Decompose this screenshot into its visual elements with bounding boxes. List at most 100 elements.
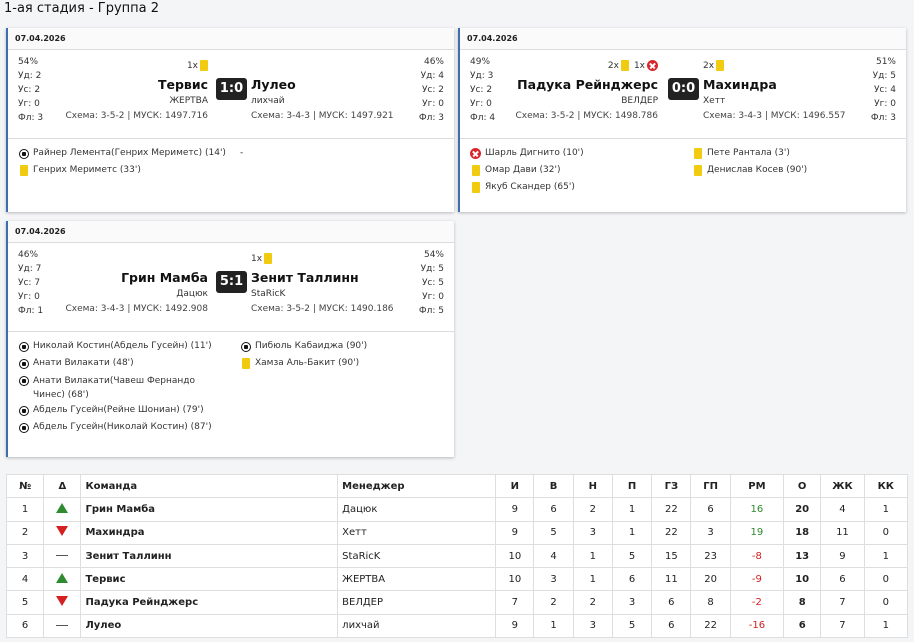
col-header[interactable]: № <box>5 473 45 499</box>
match-summary: 46% Уд: 7 Ус: 7 Уг: 0 Фл: 1 54% Уд: 5 Ус… <box>8 243 454 332</box>
trend-down-icon <box>56 526 69 537</box>
event-item: Пибюль Кабаиджа (90') <box>240 338 367 355</box>
match-card[interactable]: 07.04.2026 54% Уд: 2 Ус: 2 Уг: 0 Фл: 3 4… <box>6 28 454 212</box>
trend-up-icon <box>56 572 69 583</box>
away-stats: 51% Уд: 5 Ус: 4 Уг: 0 Фл: 3 <box>870 57 896 123</box>
event-item: Шарль Дигнито (10') <box>470 145 584 162</box>
col-header[interactable]: П <box>611 473 653 499</box>
away-team-name[interactable]: Лулео <box>251 77 296 92</box>
goal-ball-icon <box>18 375 29 386</box>
team-name[interactable]: Тервис <box>80 567 339 592</box>
home-events: Райнер Лемента(Генрих Мериметс) (14') Ге… <box>18 145 226 179</box>
yellow-card-icon <box>471 182 480 193</box>
col-header[interactable]: О <box>783 473 822 499</box>
match-card[interactable]: 07.04.2026 49% Уд: 3 Ус: 2 Уг: 0 Фл: 4 5… <box>458 28 906 212</box>
table-row: 2 Махиндра Хетт 9 5 3 1 22 3 19 18 11 0 <box>5 520 909 545</box>
goal-ball-icon <box>240 341 251 352</box>
home-scheme: Схема: 3-5-2 | МУСК: 1497.716 <box>65 111 208 121</box>
goal-ball-icon <box>18 405 29 416</box>
col-header[interactable]: РМ <box>729 473 785 499</box>
table-row: 5 Падука Рейнджерс ВЕЛДЕР 7 2 2 3 6 8 -2… <box>5 590 909 615</box>
away-scheme: Схема: 3-4-3 | МУСК: 1496.557 <box>703 111 846 121</box>
col-header[interactable]: И <box>495 473 535 499</box>
away-events: Пете Рантала (3') Денислав Косев (90') <box>692 145 807 179</box>
home-scheme: Схема: 3-4-3 | МУСК: 1492.908 <box>65 304 208 314</box>
col-header[interactable]: ГЗ <box>651 473 692 499</box>
match-summary: 49% Уд: 3 Ус: 2 Уг: 0 Фл: 4 51% Уд: 5 Ус… <box>460 50 906 139</box>
yellow-card-icon <box>471 165 480 176</box>
table-row: 4 Тервис ЖЕРТВА 10 3 1 6 11 20 -9 10 6 0 <box>5 567 909 592</box>
trend-down-icon <box>56 596 69 607</box>
home-stats: 54% Уд: 2 Ус: 2 Уг: 0 Фл: 3 <box>18 57 44 123</box>
goal-ball-icon <box>18 341 29 352</box>
home-team-name[interactable]: Падука Рейнджерс <box>517 77 658 92</box>
home-manager[interactable]: ЖЕРТВА <box>169 96 208 106</box>
away-manager[interactable]: Хетт <box>703 96 726 106</box>
event-item: Николай Костин(Абдель Гусейн) (11') <box>18 338 218 355</box>
event-item: Хамза Аль-Бакит (90') <box>240 355 367 372</box>
away-scheme: Схема: 3-5-2 | МУСК: 1490.186 <box>251 304 394 314</box>
manager-name[interactable]: лихчай <box>337 613 497 639</box>
goal-ball-icon <box>18 358 29 369</box>
home-manager[interactable]: Дацюк <box>176 289 208 299</box>
match-score[interactable]: 5:1 <box>216 271 247 293</box>
home-events: Николай Костин(Абдель Гусейн) (11') Анат… <box>18 338 218 436</box>
match-date: 07.04.2026 <box>8 221 454 243</box>
match-score[interactable]: 0:0 <box>668 78 699 100</box>
match-card[interactable]: 07.04.2026 46% Уд: 7 Ус: 7 Уг: 0 Фл: 1 5… <box>6 221 454 457</box>
col-header[interactable]: КК <box>863 473 909 499</box>
yellow-card-icon <box>693 165 702 176</box>
col-header[interactable]: Команда <box>80 473 339 499</box>
goal-ball-icon <box>18 148 29 159</box>
manager-name[interactable]: ВЕЛДЕР <box>337 590 497 615</box>
table-header-row: № Δ Команда Менеджер И В Н П ГЗ ГП РМ О … <box>5 473 909 499</box>
yellow-card-icon <box>200 60 208 71</box>
home-team-name[interactable]: Грин Мамба <box>121 270 208 285</box>
team-name[interactable]: Зенит Таллинн <box>80 543 339 569</box>
col-header[interactable]: Н <box>572 473 613 499</box>
event-item: Пете Рантала (3') <box>692 145 807 162</box>
event-item: Абдель Гусейн(Николай Костин) (87') <box>18 419 218 436</box>
home-stats: 49% Уд: 3 Ус: 2 Уг: 0 Фл: 4 <box>470 57 496 123</box>
event-item: Анати Вилакати (48') <box>18 355 218 372</box>
col-header[interactable]: ЖК <box>820 473 865 499</box>
col-header[interactable]: Δ <box>43 473 82 499</box>
yellow-card-icon <box>19 165 28 176</box>
home-team-name[interactable]: Тервис <box>157 77 208 92</box>
event-item: Райнер Лемента(Генрих Мериметс) (14') <box>18 145 226 162</box>
away-team-name[interactable]: Махиндра <box>703 77 777 92</box>
match-score[interactable]: 1:0 <box>216 78 247 100</box>
goal-ball-icon <box>18 422 29 433</box>
manager-name[interactable]: Дацюк <box>337 497 497 522</box>
col-header[interactable]: В <box>533 473 574 499</box>
manager-name[interactable]: Хетт <box>337 520 497 545</box>
event-item: Генрих Мериметс (33') <box>18 162 226 179</box>
team-name[interactable]: Грин Мамба <box>80 497 339 522</box>
yellow-card-icon <box>716 60 725 71</box>
yellow-card-icon <box>241 358 250 369</box>
away-manager[interactable]: лихчай <box>251 96 285 106</box>
home-events: Шарль Дигнито (10') Омар Дави (32') Якуб… <box>470 145 584 196</box>
home-cards: 2x 1x <box>608 60 658 71</box>
away-cards: 2x <box>703 60 725 71</box>
event-item: Якуб Скандер (65') <box>470 179 584 196</box>
home-cards: 1x <box>187 60 208 71</box>
standings-table: № Δ Команда Менеджер И В Н П ГЗ ГП РМ О … <box>5 473 909 639</box>
match-summary: 54% Уд: 2 Ус: 2 Уг: 0 Фл: 3 46% Уд: 4 Ус… <box>8 50 454 139</box>
manager-name[interactable]: ЖЕРТВА <box>337 567 497 592</box>
away-events: - <box>240 145 243 162</box>
col-header[interactable]: ГП <box>690 473 731 499</box>
team-name[interactable]: Лулео <box>80 613 339 639</box>
stage-title: 1-ая стадия - Группа 2 <box>4 1 160 16</box>
team-name[interactable]: Падука Рейнджерс <box>80 590 339 615</box>
event-item: Абдель Гусейн(Рейне Шониан) (79') <box>18 402 218 419</box>
table-row: 1 Грин Мамба Дацюк 9 6 2 1 22 6 16 20 4 … <box>5 497 909 522</box>
team-name[interactable]: Махиндра <box>80 520 339 545</box>
home-manager[interactable]: ВЕЛДЕР <box>621 96 658 106</box>
away-team-name[interactable]: Зенит Таллинн <box>251 270 359 285</box>
red-card-icon <box>647 60 658 71</box>
away-manager[interactable]: StaRicK <box>251 289 286 299</box>
col-header[interactable]: Менеджер <box>337 473 497 499</box>
manager-name[interactable]: StaRicK <box>337 543 497 569</box>
event-item: - <box>240 148 244 158</box>
